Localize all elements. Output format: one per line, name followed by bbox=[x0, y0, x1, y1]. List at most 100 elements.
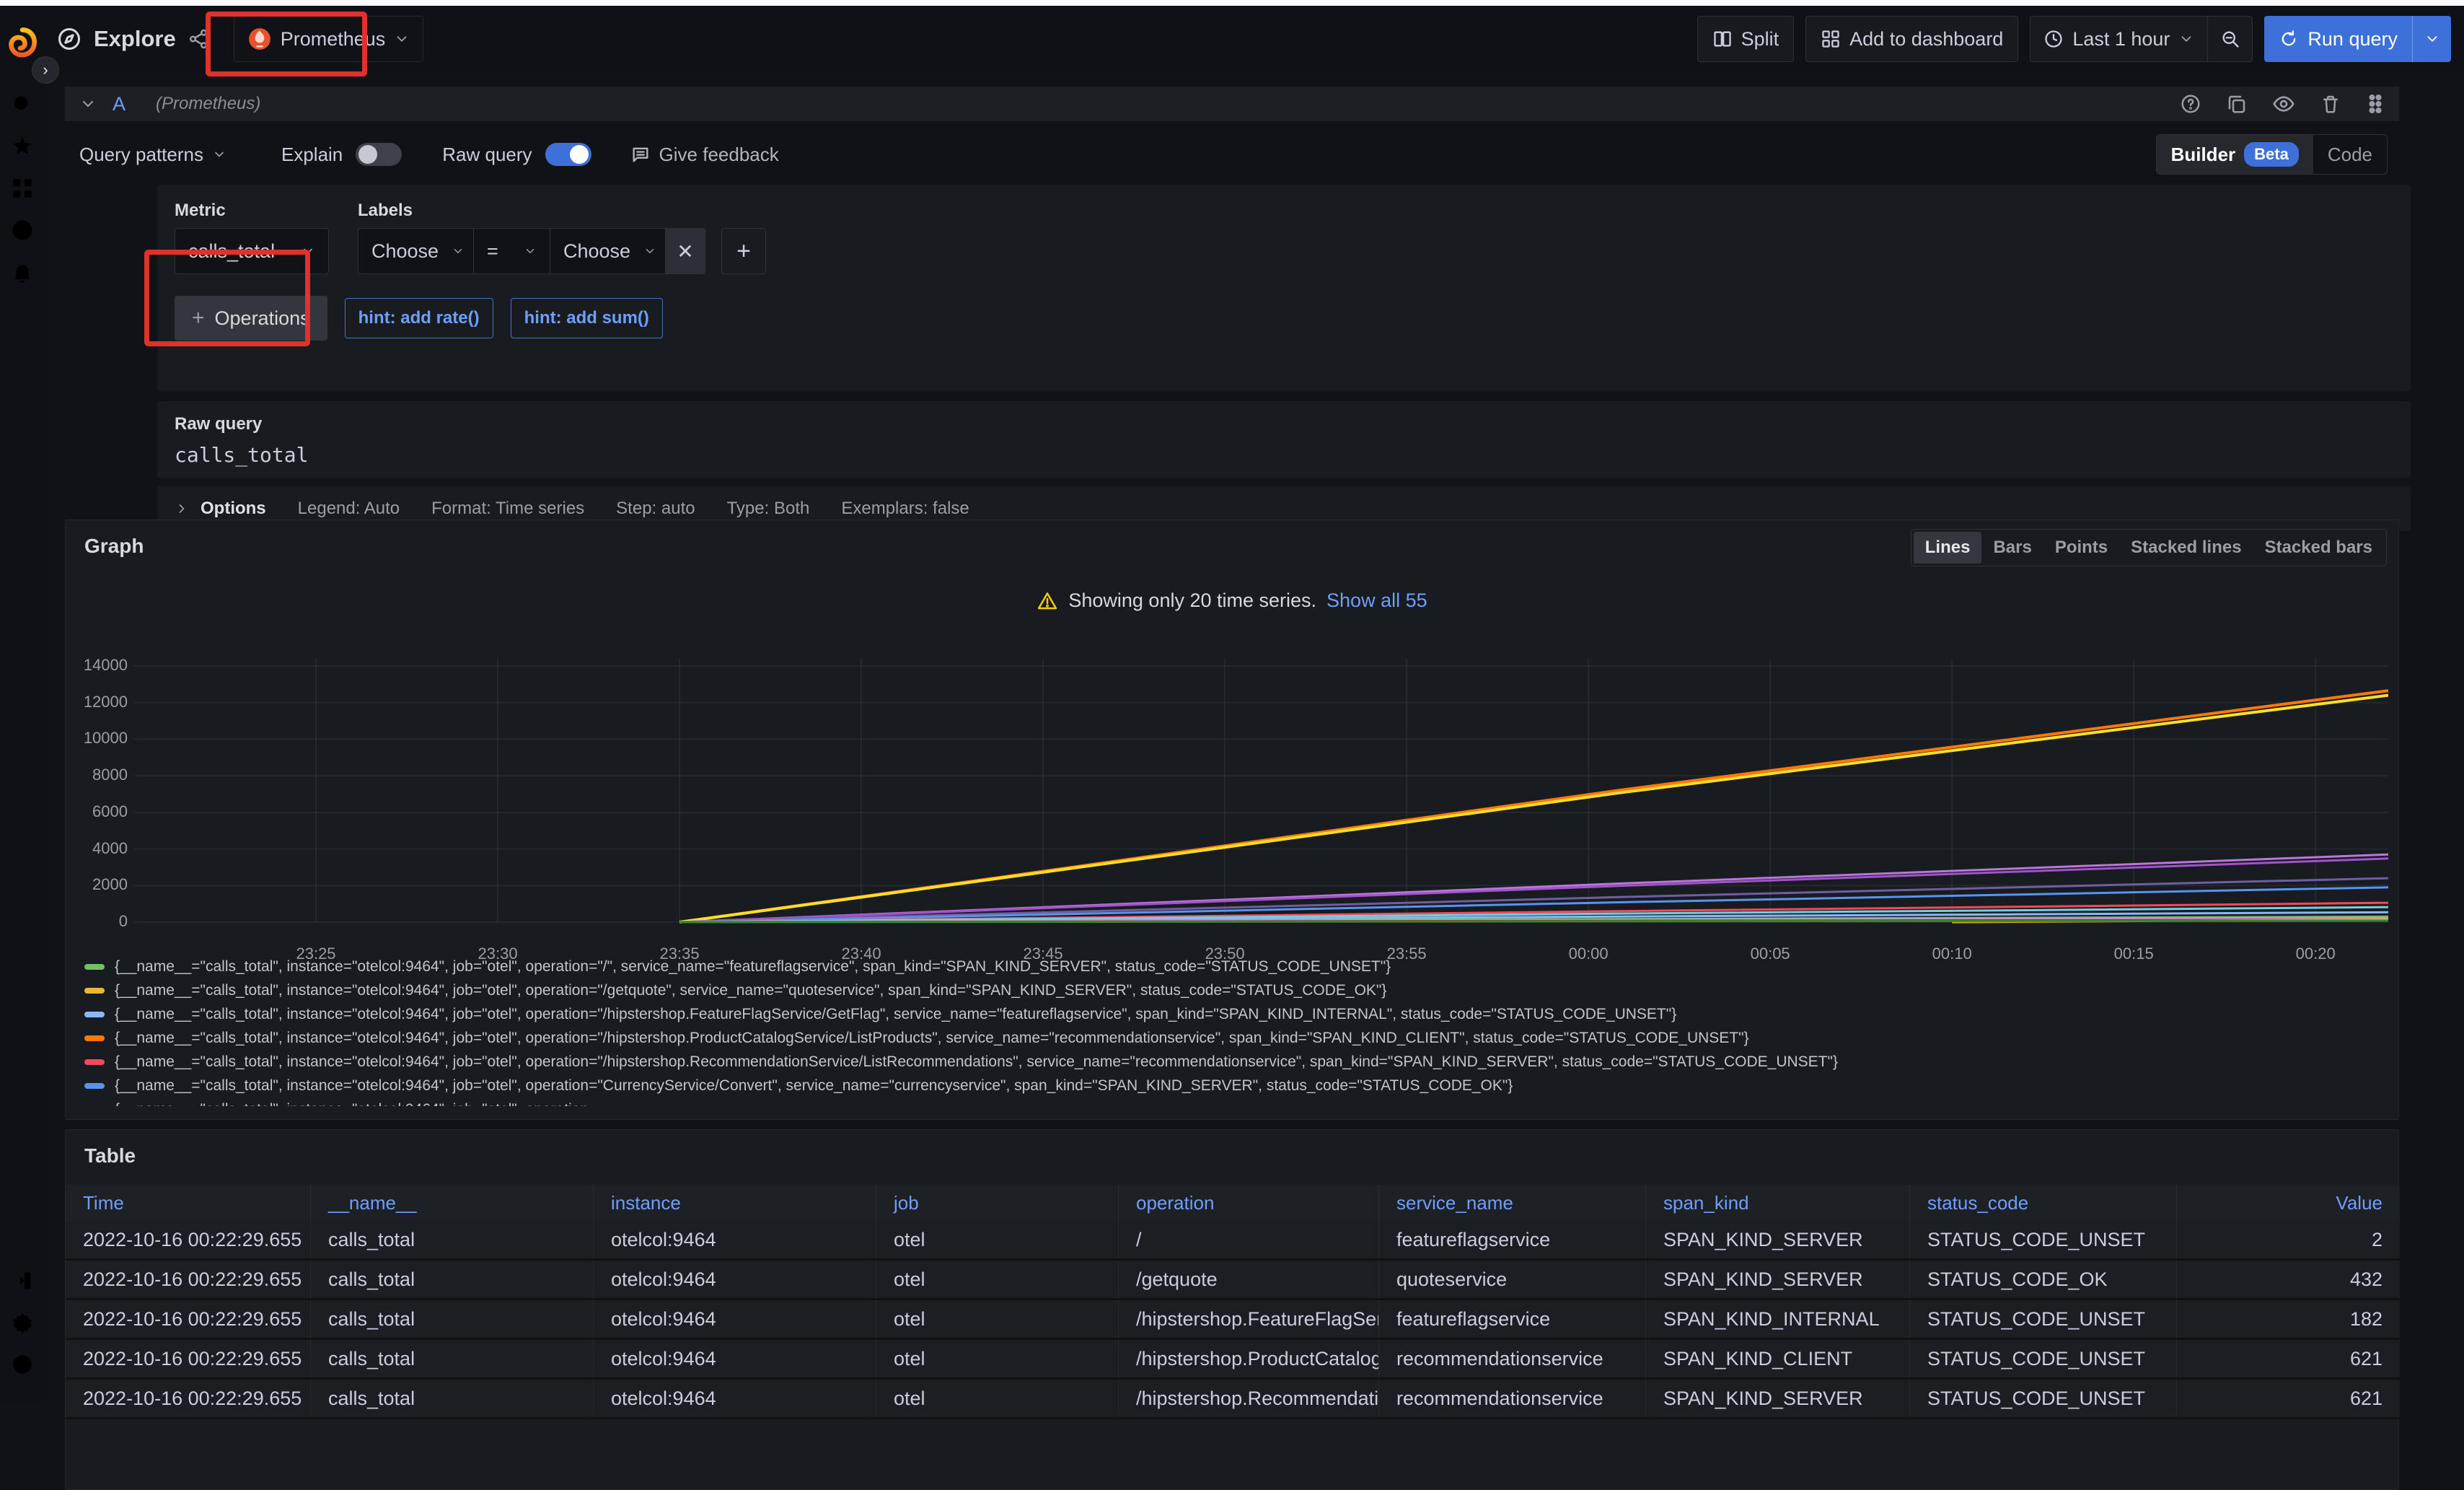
time-range-button[interactable]: Last 1 hour bbox=[2030, 17, 2207, 61]
table-cell: 621 bbox=[2177, 1340, 2400, 1377]
table-cell: / bbox=[1119, 1221, 1379, 1258]
grafana-logo[interactable] bbox=[0, 22, 45, 63]
topbar-actions: Split Add to dashboard Last 1 hour bbox=[1697, 16, 2451, 62]
builder-tab[interactable]: Builder Beta bbox=[2157, 135, 2313, 174]
label-operator-value: = bbox=[487, 240, 511, 263]
trash-icon[interactable] bbox=[2320, 93, 2341, 115]
legend-item[interactable]: {__name__="calls_total", instance="otelc… bbox=[84, 1002, 2385, 1026]
legend-item[interactable]: {__name__="calls_total", instance="otelc… bbox=[84, 1074, 2385, 1097]
chevron-down-icon bbox=[524, 245, 537, 258]
table-cell: SPAN_KIND_SERVER bbox=[1646, 1261, 1910, 1298]
metric-value: calls_total bbox=[188, 240, 288, 263]
run-query-caret[interactable] bbox=[2412, 16, 2451, 62]
metric-select[interactable]: calls_total bbox=[175, 228, 329, 274]
datasource-name: Prometheus bbox=[281, 28, 386, 51]
sidebar-expand-button[interactable]: › bbox=[32, 56, 59, 84]
browser-strip bbox=[0, 0, 2464, 6]
query-row-header[interactable]: A (Prometheus) bbox=[65, 87, 2399, 121]
copy-icon[interactable] bbox=[2226, 93, 2248, 115]
collapse-chevron-icon[interactable] bbox=[79, 95, 97, 113]
legend-item[interactable]: {__name__="calls_total", instance="otelc… bbox=[84, 1050, 2385, 1074]
table-cell: /hipstershop.Recommendation... bbox=[1119, 1380, 1379, 1417]
share-icon[interactable] bbox=[188, 28, 209, 50]
give-feedback-link[interactable]: Give feedback bbox=[630, 144, 779, 166]
options-toggle[interactable]: Options bbox=[175, 499, 266, 519]
alerting-bell-icon[interactable] bbox=[0, 251, 45, 293]
graph-mode-lines[interactable]: Lines bbox=[1914, 532, 1982, 564]
settings-gear-icon[interactable] bbox=[0, 1302, 45, 1344]
run-query-button[interactable]: Run query bbox=[2264, 16, 2412, 62]
legend-swatch[interactable] bbox=[84, 1059, 105, 1065]
explain-toggle[interactable] bbox=[356, 143, 402, 166]
dashboards-icon[interactable] bbox=[0, 167, 45, 209]
legend-item[interactable]: {__name__="calls_total", instance="otelc… bbox=[84, 978, 2385, 1002]
graph-mode-stacked-lines[interactable]: Stacked lines bbox=[2119, 532, 2253, 564]
show-all-series-link[interactable]: Show all 55 bbox=[1326, 590, 1427, 612]
help-icon[interactable] bbox=[0, 1344, 45, 1385]
legend-swatch[interactable] bbox=[84, 1083, 105, 1089]
explore-nav-icon[interactable] bbox=[0, 209, 45, 251]
legend-swatch[interactable] bbox=[84, 1012, 105, 1017]
zoom-out-button[interactable] bbox=[2207, 17, 2252, 61]
search-icon[interactable] bbox=[0, 84, 45, 126]
datasource-picker[interactable]: Prometheus bbox=[234, 16, 424, 62]
legend-item[interactable]: {__name__="calls_total", instance="otelc… bbox=[84, 1026, 2385, 1050]
grafana-explore-page: › Explore Prometheus bbox=[0, 0, 2464, 1404]
table-cell: STATUS_CODE_UNSET bbox=[1910, 1340, 2177, 1377]
raw-query-toggle[interactable] bbox=[545, 143, 591, 166]
table-cell: SPAN_KIND_SERVER bbox=[1646, 1221, 1910, 1258]
table-column-header[interactable]: operation bbox=[1119, 1185, 1379, 1221]
legend-swatch[interactable] bbox=[84, 964, 105, 970]
query-patterns-dropdown[interactable]: Query patterns bbox=[79, 144, 226, 166]
code-tab[interactable]: Code bbox=[2313, 135, 2387, 174]
legend-swatch[interactable] bbox=[84, 1035, 105, 1041]
table-column-header[interactable]: span_kind bbox=[1646, 1185, 1910, 1221]
eye-icon[interactable] bbox=[2272, 92, 2295, 115]
legend-item[interactable]: {__name__="calls_total", instance="otelc… bbox=[84, 955, 2385, 978]
sign-in-icon[interactable] bbox=[0, 1260, 45, 1302]
table-column-header[interactable]: service_name bbox=[1379, 1185, 1646, 1221]
table-cell: recommendationservice bbox=[1379, 1380, 1646, 1417]
table-column-header[interactable]: Value bbox=[2177, 1185, 2400, 1221]
graph-mode-stacked-bars[interactable]: Stacked bars bbox=[2253, 532, 2384, 564]
drag-handle-icon[interactable] bbox=[2366, 93, 2385, 115]
chevron-down-icon bbox=[394, 31, 410, 47]
chart-plot[interactable] bbox=[134, 650, 2388, 935]
table-column-header[interactable]: Time bbox=[66, 1185, 311, 1221]
table-column-header[interactable]: instance bbox=[594, 1185, 876, 1221]
split-icon bbox=[1712, 29, 1733, 49]
graph-mode-points[interactable]: Points bbox=[2043, 532, 2119, 564]
legend-item[interactable]: {__name__="calls_total", instance="otelc… bbox=[84, 1097, 2385, 1106]
graph-mode-bars[interactable]: Bars bbox=[1981, 532, 2043, 564]
explore-content: A (Prometheus) Query patterns Explain Ra… bbox=[45, 72, 2464, 1404]
legend-swatch[interactable] bbox=[84, 988, 105, 994]
add-to-dashboard-button[interactable]: Add to dashboard bbox=[1805, 16, 2018, 62]
hint-add-sum-button[interactable]: hint: add sum() bbox=[511, 298, 663, 338]
label-name-select[interactable]: Choose bbox=[358, 228, 473, 274]
table-column-header[interactable]: status_code bbox=[1910, 1185, 2177, 1221]
remove-label-filter-button[interactable]: ✕ bbox=[665, 228, 705, 274]
split-button[interactable]: Split bbox=[1697, 16, 1795, 62]
y-axis-tick: 10000 bbox=[71, 729, 128, 748]
add-label-filter-button[interactable]: + bbox=[721, 228, 766, 274]
hint-add-rate-button[interactable]: hint: add rate() bbox=[345, 298, 493, 338]
query-datasource-hint: (Prometheus) bbox=[156, 94, 260, 114]
label-operator-select[interactable]: = bbox=[473, 228, 550, 274]
label-value-select[interactable]: Choose bbox=[550, 228, 665, 274]
table-cell: STATUS_CODE_OK bbox=[1910, 1261, 2177, 1298]
operations-button[interactable]: + Operations bbox=[175, 296, 327, 341]
help-circle-icon[interactable] bbox=[2180, 93, 2201, 115]
starred-icon[interactable] bbox=[0, 126, 45, 167]
y-axis-tick: 14000 bbox=[71, 656, 128, 675]
options-title: Options bbox=[201, 499, 266, 519]
table-column-header[interactable]: __name__ bbox=[311, 1185, 594, 1221]
table-column-header[interactable]: job bbox=[876, 1185, 1119, 1221]
chevron-right-icon bbox=[175, 501, 189, 516]
